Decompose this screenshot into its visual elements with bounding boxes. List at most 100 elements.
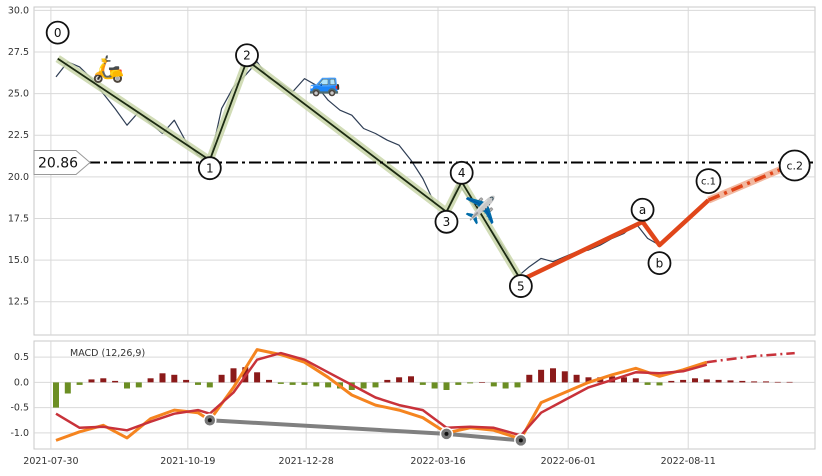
scooter-icon: 🛵 <box>92 55 124 85</box>
macd-hist-bar <box>147 378 154 383</box>
wave-label-circle <box>778 149 811 182</box>
price-ytick-label: 17.5 <box>8 213 29 224</box>
price-ytick-label: 12.5 <box>8 297 29 308</box>
macd-hist-bar <box>88 379 95 383</box>
macd-line <box>55 348 708 442</box>
macd-hist-bar <box>431 382 438 389</box>
xtick-label: 2021-07-30 <box>23 456 78 467</box>
macd-hist-bar <box>419 382 426 385</box>
wave-label-circle <box>630 197 655 222</box>
macd-hist-bar <box>561 371 568 383</box>
wave-label: 3 <box>443 215 451 229</box>
macd-ytick-label: -1.0 <box>10 428 29 439</box>
price-ytick-label: 15.0 <box>8 255 29 266</box>
price-ytick-label: 20.0 <box>8 172 29 183</box>
macd-hist-bar <box>774 381 781 383</box>
wave-label-circle <box>508 274 533 298</box>
macd-hist-bar <box>206 382 213 388</box>
macd-hist-bar <box>135 382 142 388</box>
macd-hist-bar <box>254 372 261 383</box>
macd-histogram <box>53 367 793 408</box>
macd-hist-bar <box>124 382 130 389</box>
wave-labels: 0 1 2 3 4 5 a b c.1 c.2 <box>45 20 811 298</box>
macd-hist-bar <box>289 382 296 385</box>
axis-ticks: 12.515.017.520.022.525.027.530.0-1.0-0.5… <box>8 5 716 467</box>
macd-hist-bar <box>526 374 533 383</box>
macd-ytick-label: 0.0 <box>14 377 29 388</box>
price-ytick-label: 22.5 <box>8 130 29 141</box>
macd-hist-bar <box>443 382 450 390</box>
macd-lines <box>55 348 795 448</box>
macd-hist-bar <box>64 382 71 394</box>
macd-hist-bar <box>727 380 734 383</box>
wave-label: 4 <box>458 166 466 180</box>
wave-label: b <box>656 256 664 270</box>
macd-ytick-label: -0.5 <box>10 403 29 414</box>
macd-hist-bar <box>76 382 83 385</box>
macd-hist-bar <box>467 382 474 384</box>
macd-hist-bar <box>195 382 201 385</box>
divergence-marker-dot <box>207 418 212 423</box>
wave-label-circle <box>45 20 70 45</box>
macd-hist-bar <box>514 382 521 388</box>
macd-hist-bar <box>230 368 237 383</box>
macd-hist-bar <box>585 377 592 383</box>
macd-hist-bar <box>621 377 627 383</box>
wave-label: c.1 <box>701 177 716 188</box>
macd-hist-bar <box>183 379 190 383</box>
macd-hist-bar <box>396 377 403 383</box>
wave-label-circle <box>197 156 222 181</box>
macd-hist-bar <box>277 382 284 384</box>
macd-hist-bar <box>479 382 485 383</box>
price-grid <box>34 7 815 335</box>
macd-hist-bar <box>573 374 580 383</box>
macd-hist-bar <box>266 379 272 383</box>
price-ytick-label: 25.0 <box>8 89 29 100</box>
macd-hist-bar <box>632 378 639 383</box>
macd-hist-bar <box>668 380 675 383</box>
macd-hist-bar <box>372 382 379 388</box>
macd-hist-bar <box>751 381 758 383</box>
wave-label: 1 <box>206 161 214 175</box>
xtick-label: 2022-06-01 <box>541 456 596 467</box>
macd-hist-bar <box>408 376 414 383</box>
wave-label: 0 <box>54 26 62 40</box>
macd-hist-bar <box>171 374 178 383</box>
macd-hist-bar <box>455 382 462 385</box>
macd-hist-bar <box>680 379 687 383</box>
wave-label-circle <box>449 160 474 185</box>
macd-hist-bar <box>360 382 367 389</box>
level-tag <box>33 150 91 176</box>
macd-hist-bar <box>218 374 225 383</box>
wave-label-circle <box>434 209 459 234</box>
car-icon: 🚙 <box>309 68 341 98</box>
icons: 🛵 🚙 ✈️ <box>92 55 496 227</box>
price-panel-frame <box>33 6 816 336</box>
macd-hist-bar <box>384 379 391 383</box>
macd-hist-bar <box>703 379 710 383</box>
correction-wave-line <box>519 198 711 283</box>
wave-label: 5 <box>517 279 525 293</box>
price-ytick-label: 30.0 <box>8 5 29 16</box>
level-tag-label: 20.86 <box>38 156 78 172</box>
xtick-label: 2022-03-16 <box>410 456 465 467</box>
airplane-icon: ✈️ <box>464 194 496 226</box>
macd-hist-bar <box>656 382 663 386</box>
macd-hist-bar <box>301 382 308 385</box>
macd-hist-bar <box>550 368 556 383</box>
macd-hist-bar <box>644 382 651 385</box>
wave-label-circle <box>647 251 672 275</box>
wave-label-circle <box>235 43 259 68</box>
xtick-label: 2022-08-11 <box>661 456 716 467</box>
macd-hist-bar <box>692 378 698 383</box>
macd-hist-bar <box>159 373 166 383</box>
macd-hist-bar <box>502 382 509 389</box>
xtick-label: 2021-12-28 <box>279 456 334 467</box>
macd-hist-bar <box>112 380 119 383</box>
macd-hist-bar <box>538 369 545 383</box>
macd-hist-bar <box>786 381 793 383</box>
macd-hist-bar <box>715 379 722 383</box>
impulse-wave-line <box>57 57 522 281</box>
